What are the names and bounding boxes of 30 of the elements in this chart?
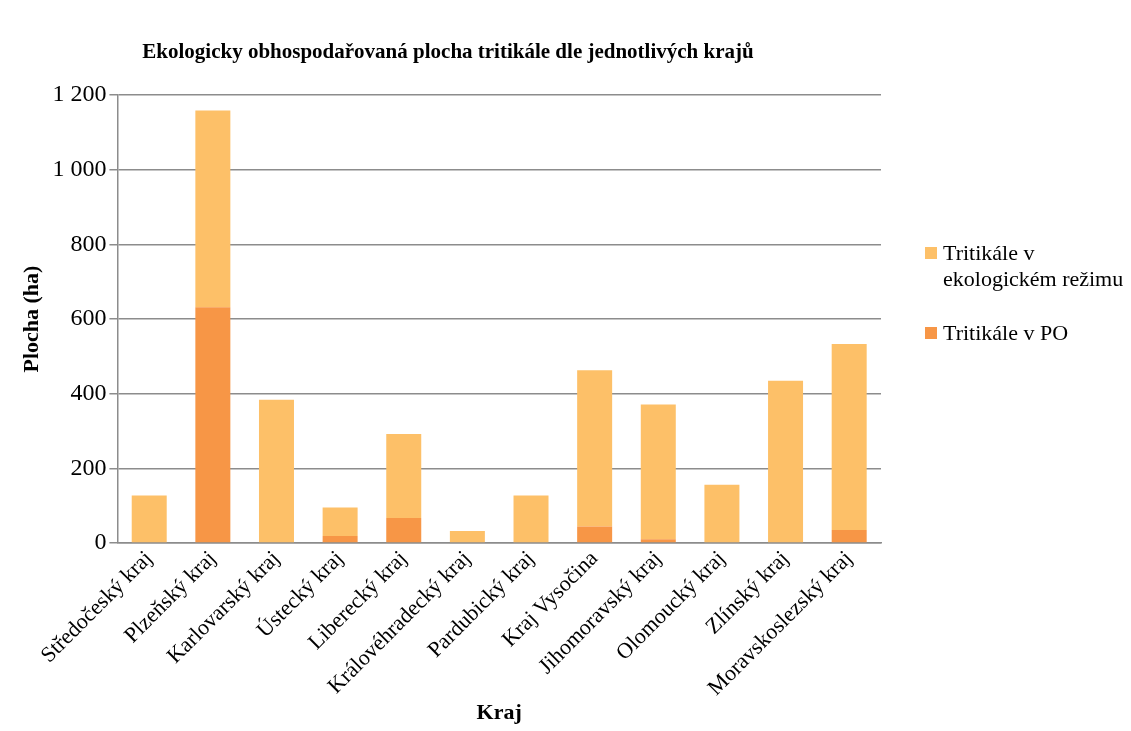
bar [513,495,549,543]
bar [195,110,231,308]
y-tick-label: 1 000 [52,155,107,182]
y-tick-label: 800 [70,229,107,256]
bar [768,380,804,543]
bar [577,526,613,543]
y-tick-label: 600 [70,304,107,331]
y-tick-label: 400 [70,379,107,406]
chart-title: Ekologicky obhospodařovaná plocha tritikále dle jednotlivých krajů [142,39,755,64]
bar [386,517,422,543]
bar [386,434,422,518]
bar [258,399,294,543]
bar [195,307,231,543]
legend-label: Tritikále v PO [943,320,1069,346]
bar [640,539,676,543]
bar [704,484,740,543]
bar [640,404,676,540]
bar [577,370,613,527]
bar [131,495,167,543]
y-tick-label: 1 200 [52,80,107,107]
x-axis-title: Kraj [476,699,522,725]
y-tick-label: 200 [70,453,107,480]
bar [322,507,358,536]
bar [449,531,485,543]
legend-label: Tritikále v ekologickém režimu [943,240,1125,292]
y-axis-title: Plocha (ha) [17,265,43,373]
bar [831,344,867,530]
bar [831,529,867,543]
y-tick-label: 0 [94,528,107,555]
bar [322,535,358,543]
